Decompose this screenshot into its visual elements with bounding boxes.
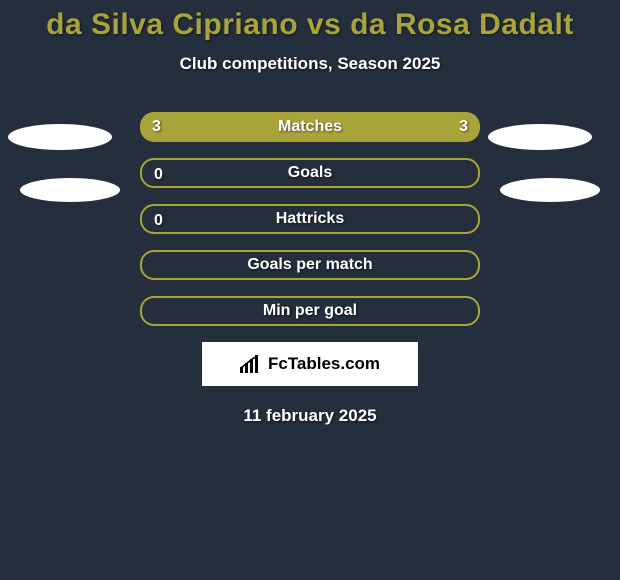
avatar-left-2: [20, 178, 120, 202]
comparison-card: da Silva Cipriano vs da Rosa Dadalt Club…: [0, 0, 620, 580]
stat-left-value: 3: [140, 112, 173, 142]
avatar-left-1: [8, 124, 112, 150]
logo-panel: FcTables.com: [202, 342, 418, 386]
bars-icon: [240, 355, 262, 373]
stat-label: Goals per match: [142, 252, 478, 278]
stat-row: Hattricks0: [140, 204, 480, 234]
stat-label: Matches: [140, 112, 480, 142]
page-subtitle: Club competitions, Season 2025: [0, 54, 620, 74]
stat-row: Goals per match: [140, 250, 480, 280]
logo-text: FcTables.com: [268, 354, 380, 374]
stat-left-value: 0: [142, 206, 175, 236]
page-title: da Silva Cipriano vs da Rosa Dadalt: [0, 0, 620, 42]
stat-row: Goals0: [140, 158, 480, 188]
stat-label: Hattricks: [142, 206, 478, 232]
stat-row: Matches3 3: [140, 112, 480, 142]
stat-left-value: 0: [142, 160, 175, 190]
avatar-right-1: [488, 124, 592, 150]
fctables-logo: FcTables.com: [240, 354, 380, 374]
stat-label: Min per goal: [142, 298, 478, 324]
stat-row: Min per goal: [140, 296, 480, 326]
stat-label: Goals: [142, 160, 478, 186]
avatar-right-2: [500, 178, 600, 202]
stat-right-value: 3: [447, 112, 480, 142]
footer-date: 11 february 2025: [0, 406, 620, 426]
